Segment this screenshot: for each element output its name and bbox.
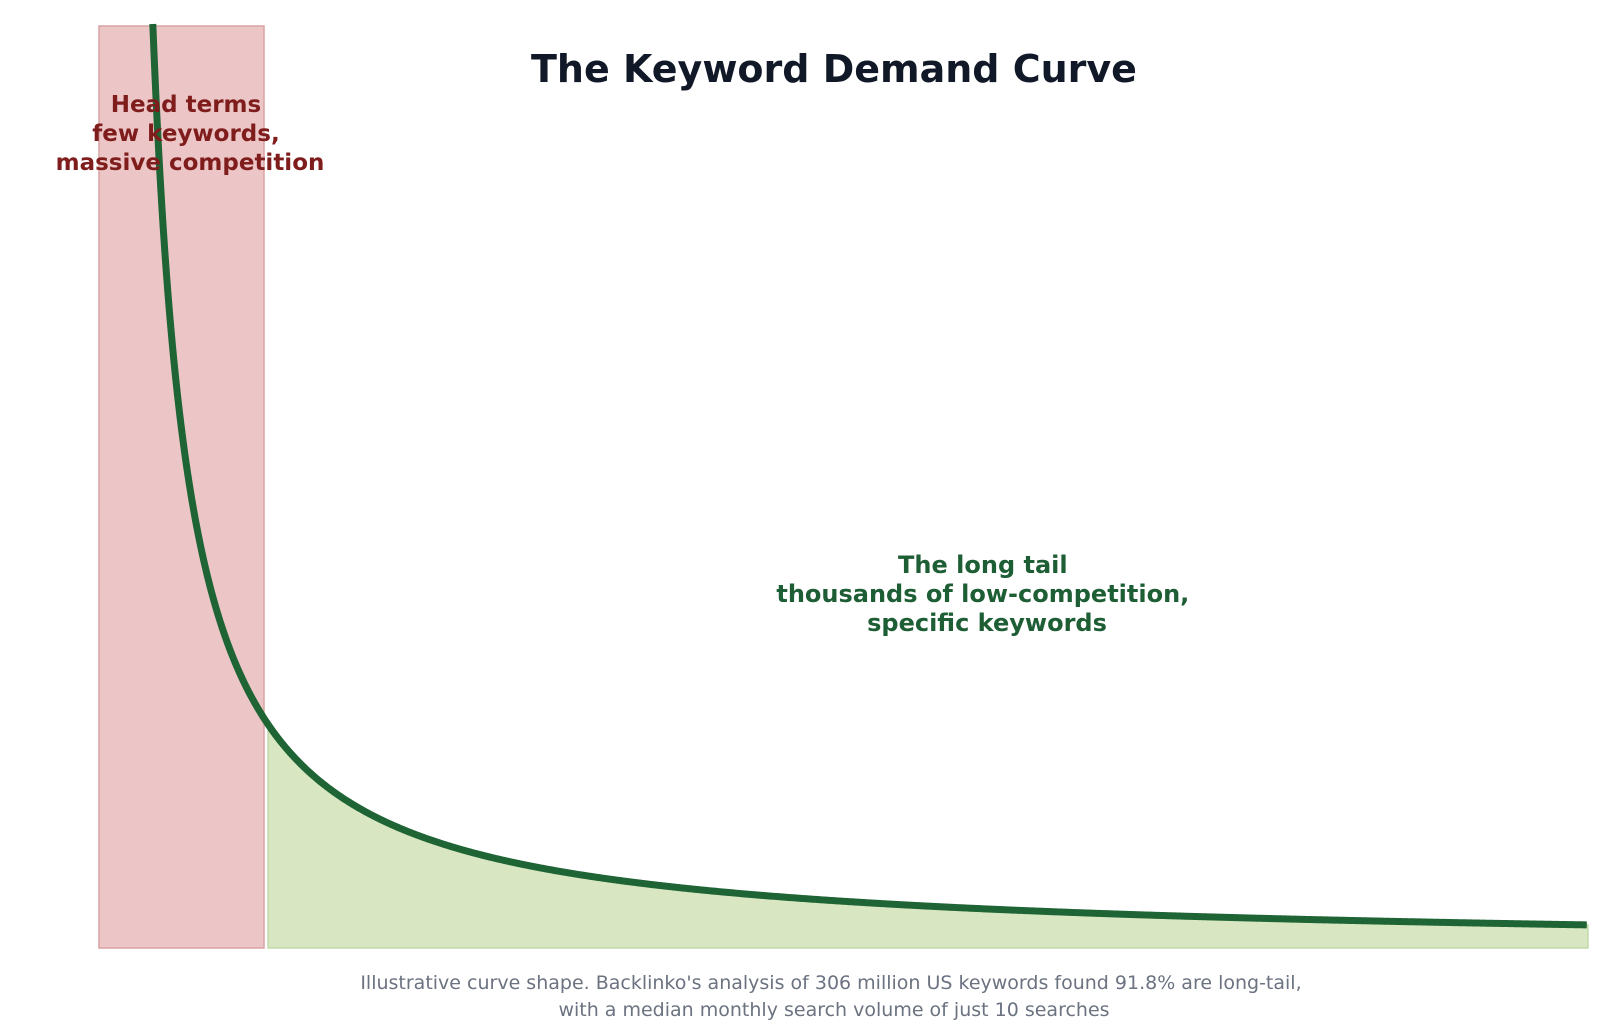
- head-label-line: few keywords,: [92, 121, 279, 147]
- tail-label-line: The long tail: [898, 551, 1068, 579]
- head-label-line: Head terms: [111, 92, 261, 118]
- head-terms-label: Head terms few keywords, massive competi…: [56, 92, 325, 176]
- long-tail-label: The long tail thousands of low-competiti…: [776, 551, 1197, 637]
- caption-line: with a median monthly search volume of j…: [558, 999, 1109, 1021]
- demand-curve: [149, 23, 1589, 929]
- chart-caption: Illustrative curve shape. Backlinko's an…: [360, 972, 1307, 1021]
- tail-area: [267, 722, 1589, 949]
- tail-label-line: specific keywords: [867, 609, 1107, 637]
- tail-label-line: thousands of low-competition,: [776, 580, 1189, 608]
- caption-line: Illustrative curve shape. Backlinko's an…: [360, 972, 1301, 994]
- head-region: [98, 25, 265, 949]
- head-label-line: massive competition: [56, 150, 325, 176]
- chart-title: The Keyword Demand Curve: [531, 47, 1137, 91]
